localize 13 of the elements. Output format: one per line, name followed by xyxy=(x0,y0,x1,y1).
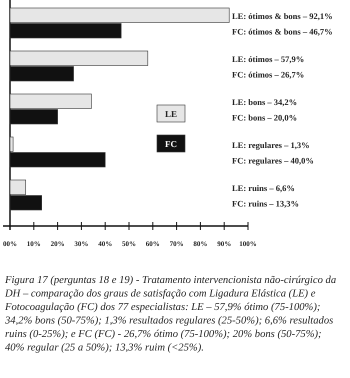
y-tick-label: FC: regulares – 40,0% xyxy=(232,155,314,166)
text: Figura 17 (perguntas 18 e 19) - Tratamento intervencionista não-cirúrgico da DH – comparação dos graus de satisfação com Ligadura Elástica (LE) e Fotocoagulação (FC) dos 77 especialistas: LE – 57,9% ótimo (75-100%); 34,2% bons (50-75%); 1,3% resultados regulares (25-50%); 6,6% resultados ruins (0-25%); e FC (FC) - 26,7% ótimo (75-100%); 20% bons (50-75%); 40% regular (25 a 50%); 13,3% ruim (<25%). xyxy=(4,275,336,354)
y-tick-label: FC: ruins – 13,3% xyxy=(232,198,300,208)
y-tick-label: FC: ótimos – 26,7% xyxy=(232,69,304,80)
y-tick-label: LE: ruins – 6,6% xyxy=(232,182,295,193)
y-tick-label: LE: regulares – 1,3% xyxy=(232,140,310,150)
y-tick-label: LE: ótimos & bons – 92,1% xyxy=(232,10,333,21)
text: LE xyxy=(164,109,178,119)
text: FC xyxy=(165,139,177,149)
y-tick-label: LE: ótimos – 57,9% xyxy=(232,54,304,64)
y-tick-label: FC: ótimos & bons – 46,7% xyxy=(232,26,333,36)
y-tick-label: LE: bons – 34,2% xyxy=(232,96,298,107)
y-tick-label: FC: bons – 20,0% xyxy=(232,112,298,122)
